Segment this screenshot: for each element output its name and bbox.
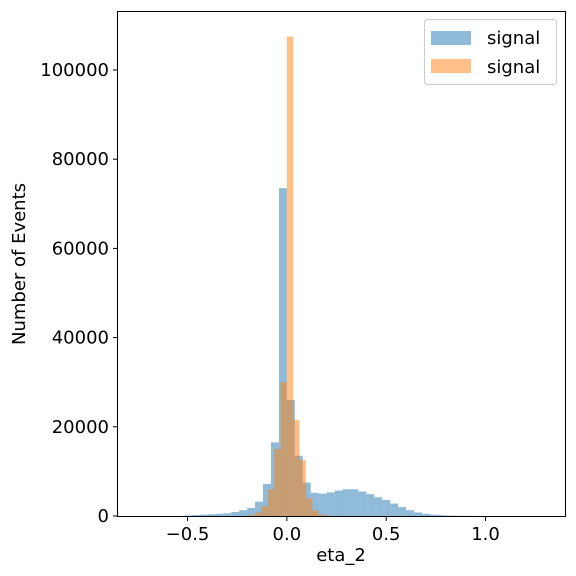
bar-series-1 [374,497,383,516]
bar-series-2 [286,36,294,516]
bar-series-1 [390,503,399,516]
bar-series-1 [398,507,407,516]
legend-swatch-series-2 [431,59,471,73]
x-tick-label: 0.5 [372,524,401,545]
bar-series-2 [255,512,262,516]
bar-series-1 [421,513,430,516]
bar-series-1 [437,515,446,516]
bar-series-1 [382,499,391,516]
bar-series-2 [267,489,275,516]
bar-series-1 [310,492,319,516]
plot-frame [117,11,566,517]
bar-series-1 [278,188,287,516]
bar-series-2 [274,449,281,516]
bars-layer [183,36,486,516]
bar-series-2 [261,506,268,516]
x-tick-label: 0.0 [273,524,302,545]
bar-series-2 [248,515,256,516]
bar-series-2 [305,498,313,516]
bar-series-1 [255,501,264,516]
bar-series-2 [318,514,326,516]
bar-series-1 [406,510,415,516]
bar-series-2 [312,510,319,516]
ticks-layer: −0.5 0.0 0.5 1.0 0 20000 40000 60000 80000 100000 [40,60,500,545]
bar-series-1 [429,514,438,516]
bar-series-2 [299,460,306,516]
bar-series-1 [223,513,232,516]
bar-series-1 [215,513,224,516]
bar-series-1 [239,510,248,516]
bar-series-2 [293,420,300,516]
y-tick-label: 40000 [52,328,109,349]
x-tick-label: 1.0 [471,524,500,545]
y-tick-label: 80000 [52,149,109,170]
bar-series-1 [263,483,271,516]
legend: signal signal [424,19,557,85]
bar-series-1 [350,489,359,516]
legend-label-series-2: signal [487,57,540,78]
bar-series-1 [342,489,351,516]
bar-series-1 [199,514,208,516]
bar-series-1 [358,491,367,516]
bar-series-2 [280,382,287,516]
bar-series-1 [326,492,335,516]
y-tick-label: 100000 [40,60,109,81]
bar-series-1 [366,494,375,516]
y-tick-label: 20000 [52,417,109,438]
bar-series-1 [247,507,256,516]
bar-series-1 [191,515,200,516]
y-tick-label: 0 [98,506,109,527]
bar-series-1 [414,512,422,516]
bar-series-1 [334,490,343,516]
y-axis-label: Number of Events [9,183,30,345]
bar-series-1 [207,514,216,516]
legend-swatch-series-1 [431,31,471,45]
y-tick-label: 60000 [52,238,109,259]
x-tick-label: −0.5 [166,524,210,545]
legend-label-series-1: signal [487,28,540,49]
x-axis-label: eta_2 [316,545,366,566]
bar-series-1 [231,511,240,516]
bar-series-1 [318,493,327,516]
